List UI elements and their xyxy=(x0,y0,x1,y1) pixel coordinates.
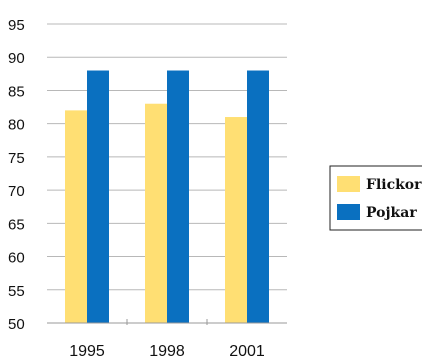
bar-pojkar-2001 xyxy=(247,70,269,323)
bar-flickor-2001 xyxy=(225,117,247,324)
bar-flickor-1998 xyxy=(145,103,167,323)
legend-swatch-pojkar xyxy=(337,204,360,220)
legend-label-flickor: Flickor xyxy=(366,177,422,193)
y-tick-label: 70 xyxy=(8,183,25,200)
x-tick-label: 1995 xyxy=(69,343,105,359)
y-tick-label: 95 xyxy=(8,17,25,34)
x-axis-tick-labels: 1995 1998 2001 xyxy=(69,343,265,359)
y-tick-label: 65 xyxy=(8,216,25,233)
y-tick-label: 75 xyxy=(8,150,25,167)
y-axis-tick-labels: 50 55 60 65 70 75 80 85 90 95 xyxy=(8,17,25,333)
y-tick-label: 55 xyxy=(8,283,25,300)
y-tick-label: 60 xyxy=(8,250,25,267)
bar-pojkar-1998 xyxy=(167,70,189,323)
x-tick-label: 2001 xyxy=(229,343,265,359)
y-tick-label: 90 xyxy=(8,50,25,67)
y-tick-label: 50 xyxy=(8,316,25,333)
bar-pojkar-1995 xyxy=(87,70,109,323)
y-tick-label: 85 xyxy=(8,83,25,100)
legend: Flickor Pojkar xyxy=(329,165,422,231)
bars xyxy=(65,70,269,324)
x-axis xyxy=(47,319,287,325)
y-tick-label: 80 xyxy=(8,117,25,134)
legend-label-pojkar: Pojkar xyxy=(366,205,417,221)
x-tick-label: 1998 xyxy=(149,343,185,359)
bar-flickor-1995 xyxy=(65,110,87,323)
legend-swatch-flickor xyxy=(337,176,360,192)
